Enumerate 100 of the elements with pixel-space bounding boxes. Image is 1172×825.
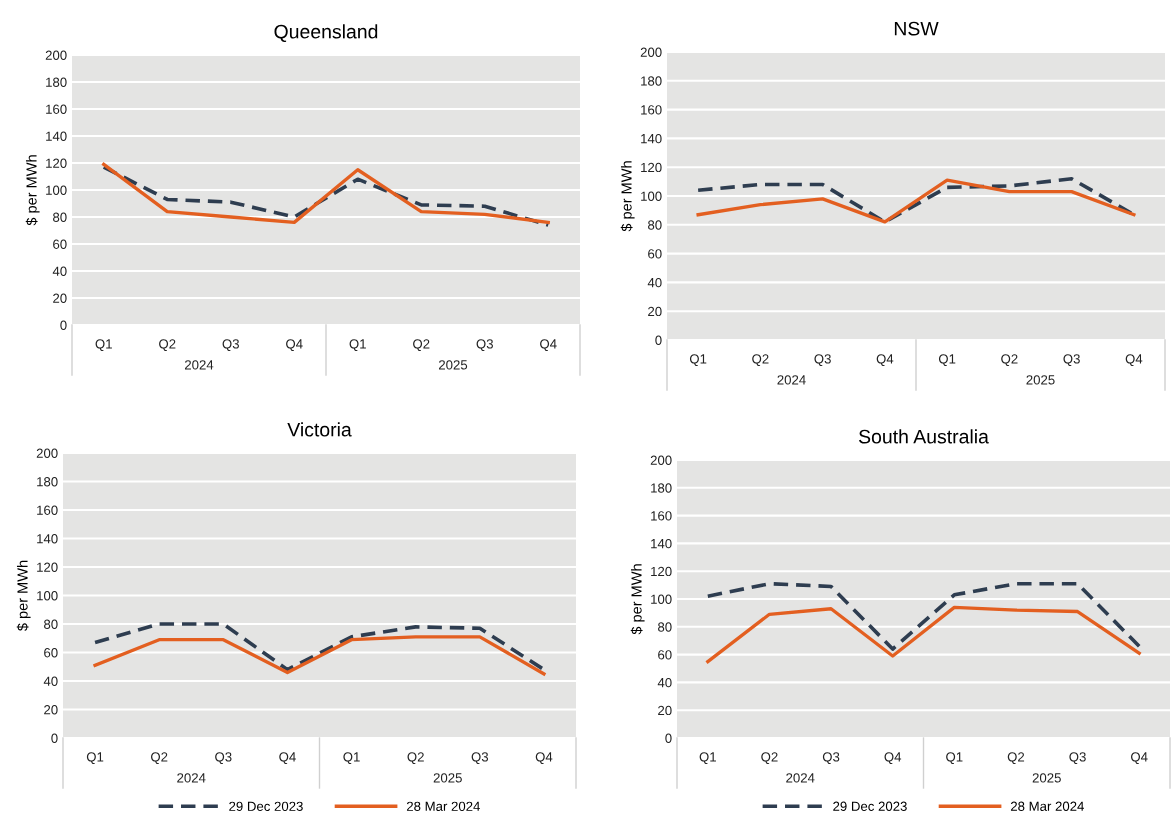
x-tick-label: Q4 (876, 354, 894, 366)
y-axis-title: $ per MWh (16, 560, 31, 631)
x-tick-label: Q2 (1007, 752, 1025, 764)
y-axis-title: $ per MWh (620, 161, 635, 232)
y-tick-label: 140 (651, 538, 672, 549)
line-series (93, 622, 546, 672)
x-tick-label: Q4 (884, 752, 902, 764)
y-tick-label: 200 (45, 50, 67, 60)
x-tick-label: Q2 (752, 354, 769, 366)
line-series (706, 605, 1141, 664)
y-tick-label: 180 (37, 477, 58, 487)
y-axis-title: $ per MWh (25, 155, 40, 226)
y-tick-label: 20 (44, 705, 58, 715)
x-tick-label: Q2 (761, 752, 778, 764)
x-tick-label: Q4 (286, 339, 303, 351)
y-tick-label: 60 (658, 650, 672, 660)
text: 2025 (433, 773, 462, 783)
y-tick-label: 120 (641, 162, 662, 173)
y-tick-label: 140 (46, 131, 67, 141)
x-tick-label: Q1 (86, 752, 104, 764)
x-tick-label: Q3 (822, 752, 840, 764)
chart-title: Victoria (287, 422, 352, 437)
x-tick-label: Q3 (814, 354, 831, 366)
y-tick-label: 40 (647, 277, 662, 288)
x-tick-label: Q3 (222, 339, 239, 351)
x-tick-label: Q1 (349, 339, 366, 351)
y-tick-label: 100 (651, 594, 672, 604)
y-tick-label: 100 (46, 185, 67, 195)
legend-label: 28 Mar 2024 (1010, 801, 1084, 811)
y-tick-label: 40 (657, 677, 672, 688)
y-tick-label: 140 (641, 133, 662, 144)
line-series (706, 581, 1141, 651)
y-tick-label: 120 (46, 158, 67, 168)
legend-label: 29 Dec 2023 (229, 801, 303, 811)
x-tick-label: Q2 (407, 752, 424, 764)
y-tick-label: 120 (37, 562, 58, 572)
y-tick-label: 40 (52, 266, 67, 276)
x-tick-label: Q2 (159, 339, 176, 351)
x-tick-label: Q1 (946, 752, 963, 764)
y-tick-label: 0 (51, 733, 58, 743)
x-tick-label: Q1 (699, 752, 716, 764)
y-axis-title: $ per MWh (630, 564, 645, 635)
x-tick-label: Q2 (413, 339, 430, 351)
y-tick-label: 80 (53, 212, 67, 222)
y-tick-label: 0 (655, 335, 662, 345)
y-tick-label: 180 (641, 76, 662, 86)
x-tick-label: Q2 (151, 752, 168, 764)
y-tick-label: 80 (648, 220, 662, 230)
text: 2024 (786, 773, 815, 783)
x-tick-label: Q1 (95, 339, 112, 351)
x-tick-label: Q3 (215, 752, 232, 764)
y-tick-label: 80 (44, 619, 58, 629)
x-tick-label: Q4 (279, 752, 296, 764)
chart-title: Queensland (274, 24, 378, 43)
x-tick-label: Q1 (343, 752, 360, 764)
text: 2025 (438, 360, 468, 370)
y-tick-label: 160 (651, 511, 672, 521)
y-tick-label: 100 (37, 591, 58, 601)
y-tick-label: 160 (641, 105, 662, 115)
text: 2024 (184, 360, 214, 370)
x-tick-label: Q4 (1125, 354, 1143, 366)
text: 2025 (1032, 773, 1061, 783)
x-tick-label: Q3 (1069, 752, 1086, 764)
x-tick-label: Q4 (1131, 752, 1148, 764)
y-tick-label: 40 (43, 676, 58, 686)
chart-title: South Australia (858, 429, 989, 444)
y-tick-label: 80 (658, 622, 672, 632)
y-tick-label: 60 (53, 239, 67, 249)
x-tick-label: Q2 (1001, 354, 1018, 366)
y-tick-label: 0 (665, 733, 672, 743)
y-tick-label: 120 (651, 566, 672, 577)
y-tick-label: 160 (46, 104, 67, 114)
y-tick-label: 200 (650, 455, 672, 465)
legend-label: 28 Mar 2024 (406, 801, 480, 811)
y-tick-label: 20 (648, 306, 662, 317)
x-tick-label: Q4 (535, 752, 553, 764)
y-tick-label: 180 (46, 77, 67, 87)
x-tick-label: Q3 (1063, 354, 1080, 366)
y-tick-label: 20 (53, 293, 67, 303)
text: 2025 (1026, 375, 1055, 385)
text: 2024 (777, 375, 806, 385)
legend-label: 29 Dec 2023 (833, 801, 907, 811)
y-tick-label: 100 (641, 191, 662, 201)
x-tick-label: Q3 (471, 752, 489, 764)
y-tick-label: 140 (37, 534, 58, 544)
line-series (93, 635, 546, 676)
y-tick-label: 60 (648, 249, 662, 259)
y-tick-label: 60 (44, 648, 58, 658)
chart-title: NSW (894, 21, 939, 36)
y-tick-label: 160 (37, 505, 58, 515)
y-tick-label: 200 (640, 47, 662, 57)
x-tick-label: Q1 (938, 354, 956, 366)
x-tick-label: Q1 (689, 354, 707, 366)
x-tick-label: Q3 (476, 339, 493, 351)
text: 2024 (177, 773, 206, 783)
y-tick-label: 0 (60, 320, 67, 330)
y-tick-label: 200 (36, 448, 58, 458)
y-tick-label: 20 (658, 705, 672, 716)
x-tick-label: Q4 (540, 339, 557, 351)
y-tick-label: 180 (651, 483, 672, 493)
